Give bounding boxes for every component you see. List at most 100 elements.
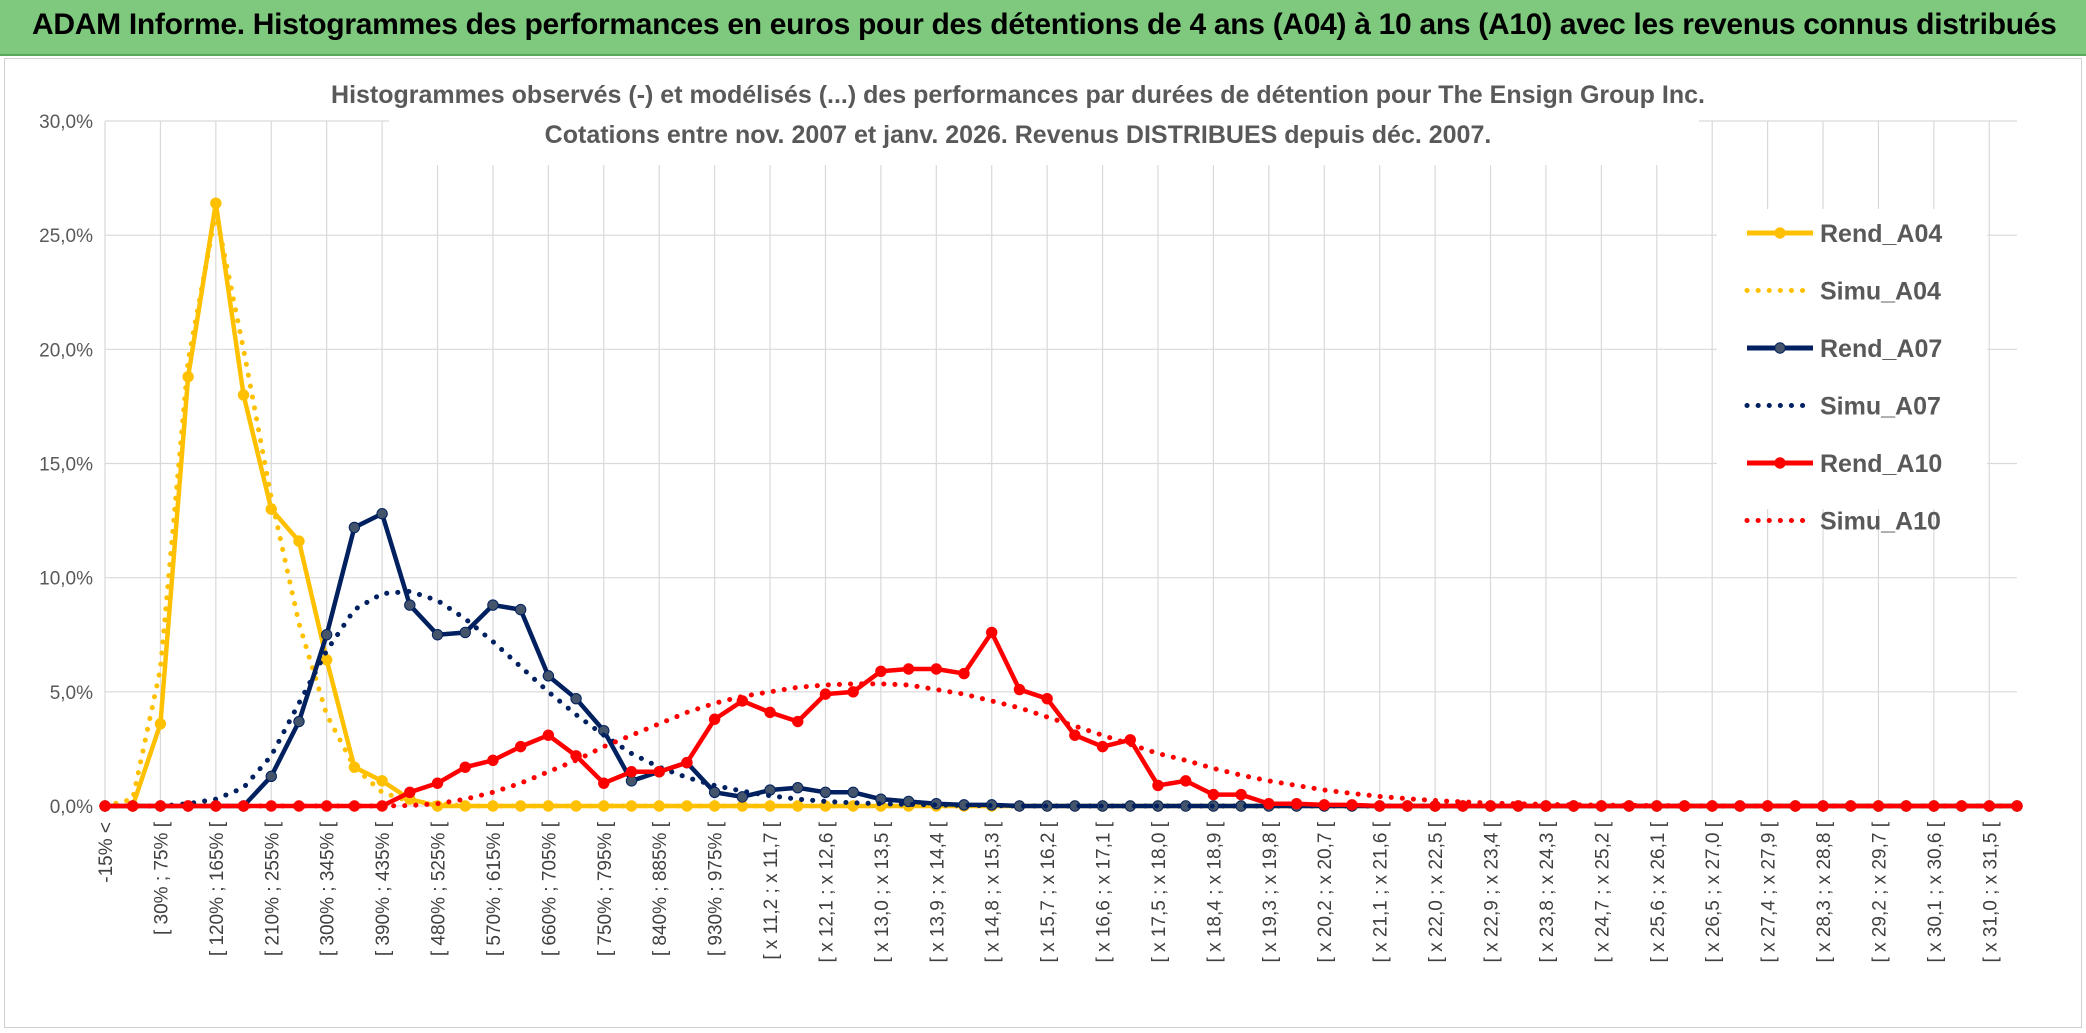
x-tick-label: [ x 22,0 ; x 22,5 [ (1426, 821, 1447, 962)
data-point-rend-a07 (348, 521, 361, 534)
data-point-rend-a10 (1013, 683, 1026, 696)
data-point-rend-a10 (986, 626, 998, 639)
data-point-rend-a10 (1290, 798, 1303, 810)
data-point-rend-a04 (514, 800, 527, 812)
data-point-rend-a07 (404, 599, 416, 611)
x-tick-label: [ x 29,2 ; x 29,7 [ (1869, 821, 1890, 962)
data-point-rend-a10 (1373, 800, 1386, 812)
data-point-rend-a07 (293, 715, 305, 728)
data-point-rend-a10 (1179, 775, 1192, 787)
legend-label-rend-a07: Rend_A07 (1820, 335, 1942, 363)
x-tick-label: [ x 18,4 ; x 18,9 [ (1204, 821, 1225, 962)
grid-layer (104, 120, 2017, 807)
data-point-rend-a10 (487, 754, 499, 767)
series-layer (99, 197, 2023, 812)
x-tick-label: [ 120% ; 165% [ (207, 821, 228, 956)
y-tick-label: 0,0% (50, 797, 93, 818)
x-tick-label: [ 300% ; 345% [ (318, 821, 339, 956)
x-tick-label: [ 570% ; 615% [ (484, 821, 505, 956)
x-tick-label: [ x 13,0 ; x 13,5 [ (872, 821, 893, 962)
data-point-rend-a10 (708, 713, 721, 725)
chart-subtitle: Cotations entre nov. 2007 et janv. 2026.… (545, 121, 1492, 149)
title-layer: Histogrammes observés (-) et modélisés (… (331, 59, 1705, 165)
data-point-rend-a10 (1263, 798, 1275, 810)
x-tick-label: [ x 25,6 ; x 26,1 [ (1648, 821, 1669, 962)
legend-label-simu-a07: Simu_A07 (1820, 393, 1941, 421)
x-tick-label: [ x 24,7 ; x 25,2 [ (1592, 821, 1613, 962)
x-tick-label: -15% < (96, 822, 117, 883)
x-tick-label: [ x 13,9 ; x 14,4 [ (927, 821, 948, 962)
data-point-rend-a07 (708, 786, 721, 798)
data-point-rend-a04 (376, 775, 388, 787)
data-point-rend-a10 (1401, 800, 1414, 812)
x-tick-label: [ x 27,4 ; x 27,9 [ (1759, 821, 1780, 962)
data-point-rend-a10 (514, 740, 527, 753)
data-point-rend-a10 (653, 766, 665, 778)
data-point-rend-a10 (1207, 788, 1220, 801)
x-tick-label: [ x 16,6 ; x 17,1 [ (1094, 821, 1115, 962)
x-tick-label: [ 840% ; 885% [ (650, 821, 671, 956)
data-point-rend-a10 (902, 663, 915, 675)
data-point-rend-a07 (847, 786, 859, 798)
axis-layer: 0,0% 5,0% 10,0% 15,0% 20,0% 25,0% 30,0% -15% < [… (39, 112, 2001, 962)
legend-label-simu-a10: Simu_A10 (1820, 508, 1941, 536)
data-point-rend-a04 (764, 800, 776, 812)
legend-label-rend-a10: Rend_A10 (1820, 450, 1942, 478)
y-tick-label: 5,0% (50, 683, 93, 704)
data-point-rend-a07 (570, 692, 582, 705)
data-point-rend-a07 (792, 782, 804, 794)
data-point-rend-a10 (459, 761, 471, 773)
data-point-rend-a10 (819, 688, 832, 700)
data-point-rend-a10 (1235, 788, 1247, 801)
x-tick-label: [ x 11,2 ; x 11,7 [ (761, 821, 782, 959)
y-tick-label: 10,0% (39, 569, 93, 590)
legend-label-simu-a04: Simu_A04 (1820, 278, 1941, 306)
data-point-rend-a10 (764, 706, 776, 719)
chart-frame: 0,0% 5,0% 10,0% 15,0% 20,0% 25,0% 30,0% -15% < [… (4, 58, 2082, 1028)
data-point-rend-a10 (875, 665, 887, 677)
y-tick-label: 30,0% (39, 112, 93, 133)
x-tick-label: [ x 15,7 ; x 16,2 [ (1038, 821, 1059, 962)
data-point-rend-a10 (1457, 800, 1469, 812)
chart-title: Histogrammes observés (-) et modélisés (… (331, 81, 1705, 109)
data-point-rend-a10 (930, 663, 943, 675)
x-tick-label: [ 930% ; 975% [ (706, 821, 727, 956)
x-tick-label: [ x 30,1 ; x 30,6 [ (1925, 821, 1946, 962)
x-tick-label: [ 30% ; 75% [ (151, 821, 172, 935)
data-point-rend-a10 (1152, 779, 1164, 792)
data-point-rend-a04 (293, 535, 305, 547)
x-tick-label: [ x 23,8 ; x 24,3 [ (1537, 821, 1558, 962)
data-point-rend-a10 (847, 686, 859, 698)
x-tick-label: [ x 17,5 ; x 18,0 [ (1149, 821, 1170, 962)
x-tick-label: [ x 28,3 ; x 28,8 [ (1814, 821, 1835, 962)
data-point-rend-a10 (598, 777, 610, 789)
data-point-rend-a10 (1041, 692, 1053, 705)
legend: Rend_A04 Simu_A04 Rend_A07 Simu_A07 Rend_A10… (1717, 209, 1987, 536)
data-point-rend-a07 (819, 786, 832, 798)
data-point-rend-a10 (1096, 740, 1109, 753)
title-backdrop (389, 59, 1699, 165)
data-point-rend-a07 (514, 603, 527, 616)
data-point-rend-a10 (1318, 799, 1330, 811)
data-point-rend-a07 (736, 791, 749, 803)
data-point-rend-a10 (681, 756, 693, 769)
x-tick-label: [ x 21,1 ; x 21,6 [ (1371, 821, 1392, 962)
data-point-rend-a10 (431, 777, 444, 789)
report-title: ADAM Informe. Histogrammes des performan… (32, 8, 2057, 41)
x-tick-label: [ x 20,2 ; x 20,7 [ (1315, 821, 1336, 962)
report-banner: ADAM Informe. Histogrammes des performan… (0, 0, 2086, 56)
legend-label-rend-a04: Rend_A04 (1820, 220, 1942, 248)
data-point-rend-a07 (376, 508, 388, 520)
data-point-rend-a04 (237, 389, 250, 401)
data-point-rend-a04 (154, 718, 167, 730)
x-tick-label: [ x 22,9 ; x 23,4 [ (1482, 821, 1503, 962)
histogram-chart: 0,0% 5,0% 10,0% 15,0% 20,0% 25,0% 30,0% -15% < [… (39, 59, 2023, 962)
x-tick-label: [ x 14,8 ; x 15,3 [ (983, 821, 1004, 962)
data-point-rend-a07 (431, 629, 444, 641)
legend-marker-rend-a10 (1774, 457, 1786, 469)
data-point-rend-a10 (625, 766, 638, 778)
x-tick-label: [ 210% ; 255% [ (262, 821, 283, 956)
data-point-rend-a07 (487, 599, 499, 611)
data-point-rend-a10 (792, 715, 804, 728)
y-tick-label: 25,0% (39, 226, 93, 247)
